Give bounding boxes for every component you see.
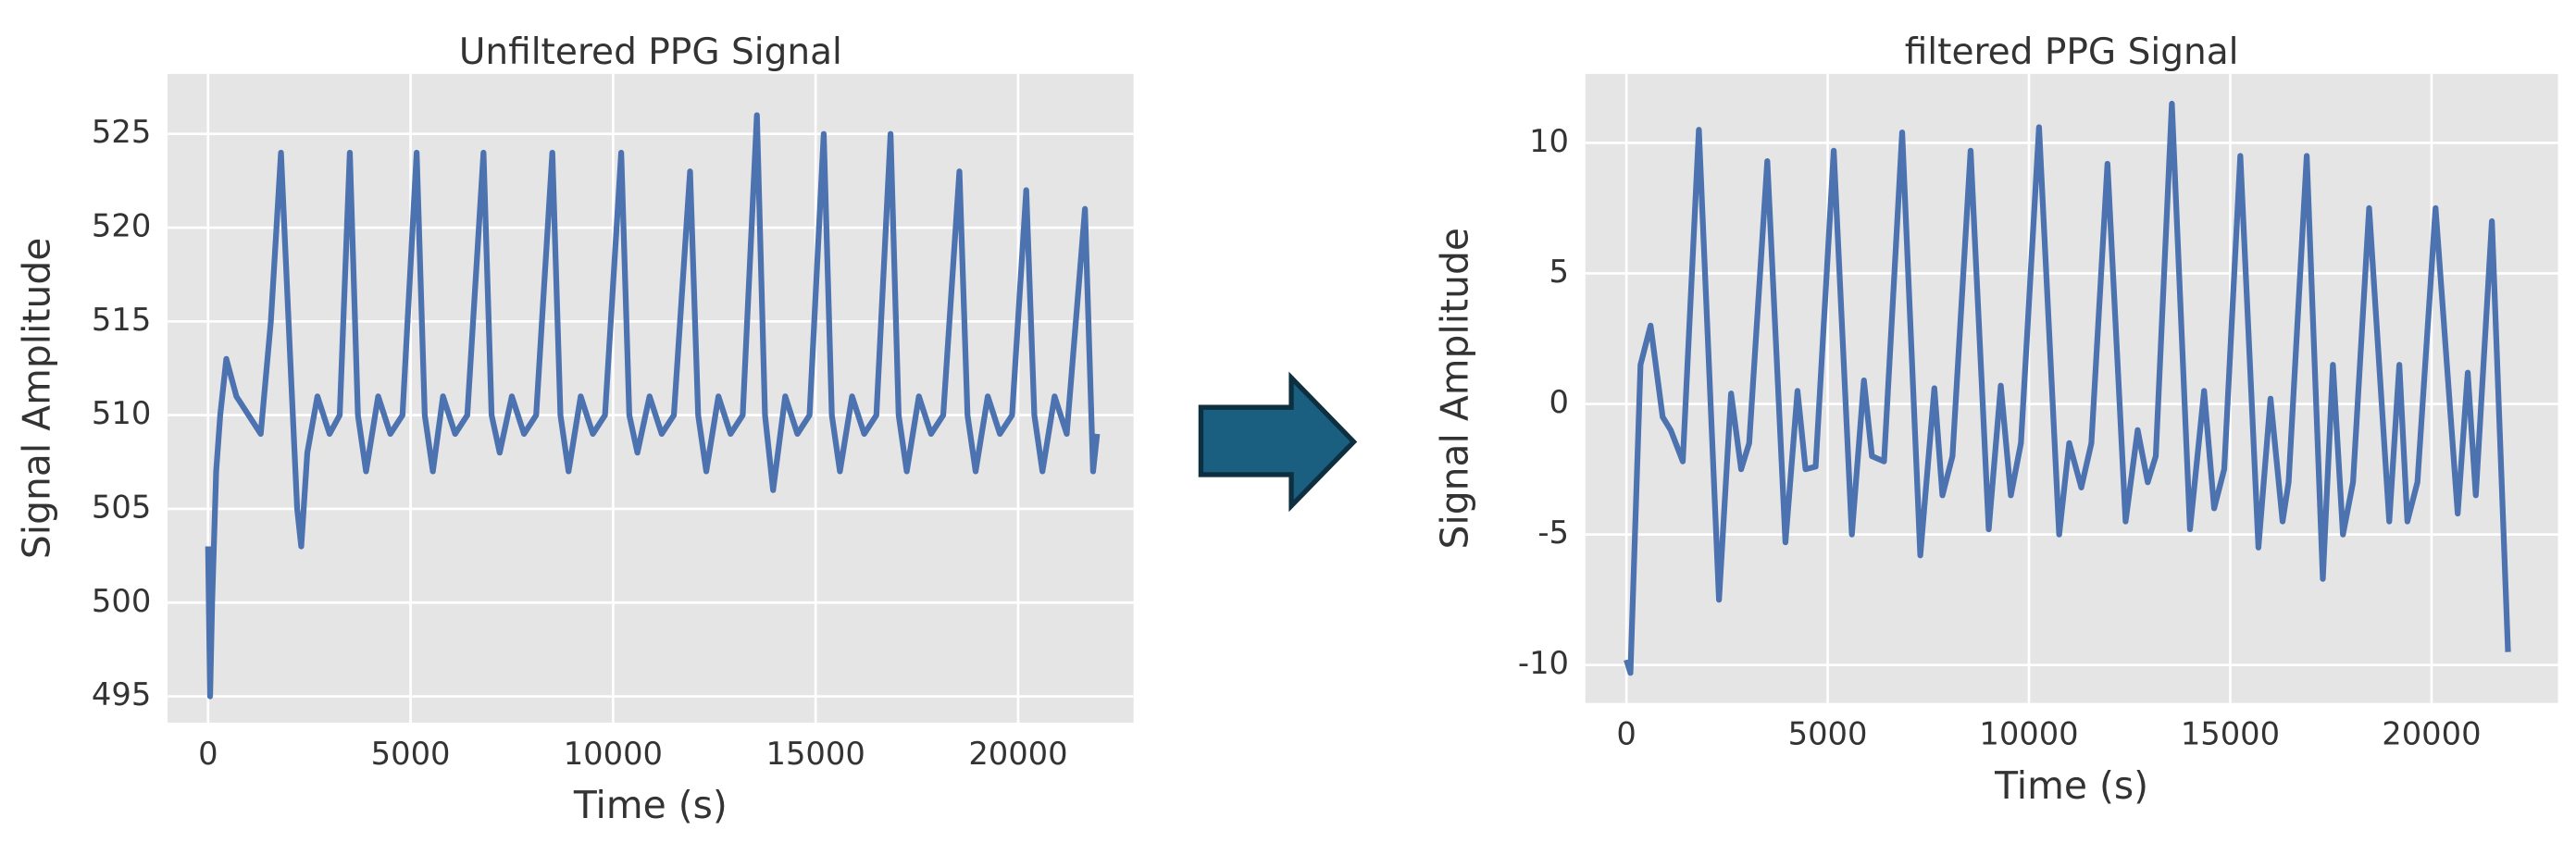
x-tick-label: 0: [1616, 716, 1636, 752]
x-tick-label: 10000: [1979, 716, 2078, 752]
y-tick-label: 10: [1529, 123, 1569, 159]
x-tick-label: 10000: [564, 736, 663, 772]
y-tick-label: 0: [1549, 384, 1569, 420]
signal-line: [1624, 100, 2511, 676]
y-tick-label: 505: [92, 489, 151, 525]
x-tick-label: 5000: [371, 736, 451, 772]
signal-line: [205, 112, 1101, 700]
y-tick-label: 515: [92, 302, 151, 338]
y-tick-label: -5: [1537, 514, 1569, 551]
y-tick-label: 520: [92, 208, 151, 244]
y-tick-label: 5: [1549, 254, 1569, 290]
chart-title: filtered PPG Signal: [1905, 31, 2239, 73]
y-tick-label: 500: [92, 583, 151, 619]
y-tick-label: 525: [92, 114, 151, 150]
y-tick-label: 510: [92, 395, 151, 431]
x-tick-label: 5000: [1788, 716, 1868, 752]
y-tick-label: -10: [1518, 645, 1569, 681]
plot-area: [1585, 73, 2558, 703]
y-axis-label: Signal Amplitude: [1432, 228, 1476, 549]
x-tick-label: 20000: [2382, 716, 2481, 752]
y-tick-label: 495: [92, 676, 151, 712]
x-tick-label: 15000: [2181, 716, 2280, 752]
x-axis-label: Time (s): [573, 783, 728, 827]
chart-title: Unfiltered PPG Signal: [459, 31, 842, 73]
x-tick-label: 0: [198, 736, 218, 772]
y-axis-label: Signal Amplitude: [15, 238, 59, 559]
arrow: [1198, 371, 1358, 513]
x-axis-label: Time (s): [1994, 763, 2148, 808]
x-tick-label: 20000: [968, 736, 1067, 772]
x-tick-label: 15000: [766, 736, 865, 772]
